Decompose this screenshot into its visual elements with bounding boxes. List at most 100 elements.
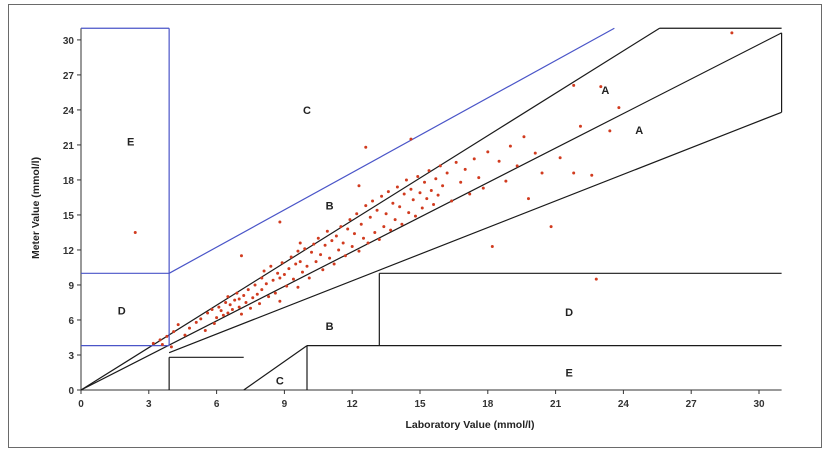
- zone-label-a: A: [601, 85, 609, 97]
- data-point: [366, 241, 370, 245]
- data-point: [341, 241, 345, 245]
- x-tick-label: 0: [78, 399, 84, 410]
- data-point: [133, 230, 137, 234]
- data-point: [312, 242, 316, 246]
- x-tick-label: 18: [482, 399, 494, 410]
- data-point: [316, 236, 320, 240]
- data-point: [590, 173, 594, 177]
- data-point: [380, 194, 384, 198]
- data-point: [357, 184, 361, 188]
- y-tick-label: 6: [68, 316, 74, 327]
- data-point: [411, 198, 415, 202]
- data-point: [330, 239, 334, 243]
- data-point: [237, 305, 241, 309]
- data-point: [323, 243, 327, 247]
- data-point: [730, 31, 734, 35]
- data-point: [404, 178, 408, 182]
- x-tick-label: 15: [414, 399, 426, 410]
- tick-labels: 0 3 6 9 12 15 18 21 24 27 30 0 3 6 9 12 15 18 21 24 27 30: [63, 36, 765, 410]
- data-point: [434, 177, 438, 181]
- data-point: [375, 208, 379, 212]
- data-point: [357, 249, 361, 253]
- data-point: [350, 244, 354, 248]
- data-point: [215, 316, 219, 320]
- data-point: [425, 197, 429, 201]
- data-point: [389, 228, 393, 232]
- data-point: [303, 247, 307, 251]
- data-point: [183, 333, 187, 337]
- data-point: [407, 211, 411, 215]
- data-point: [280, 261, 284, 265]
- data-point: [319, 253, 323, 257]
- x-tick-label: 21: [550, 399, 562, 410]
- data-point: [165, 334, 169, 338]
- data-point: [289, 255, 293, 259]
- data-point: [294, 262, 298, 266]
- y-axis-title: Meter Value (mmol/l): [30, 157, 42, 259]
- data-point: [400, 222, 404, 226]
- data-point: [486, 150, 490, 154]
- data-point: [235, 291, 239, 295]
- data-point: [219, 309, 223, 313]
- data-point: [172, 330, 176, 334]
- zone-label-c: C: [303, 105, 311, 117]
- data-point: [409, 137, 413, 141]
- data-point: [244, 300, 248, 304]
- y-tick-label: 24: [63, 106, 75, 117]
- data-point: [393, 218, 397, 222]
- zone-label-b: B: [326, 201, 334, 213]
- data-point: [151, 341, 155, 345]
- data-point: [321, 268, 325, 272]
- data-point: [533, 151, 537, 155]
- x-tick-label: 6: [214, 399, 220, 410]
- x-tick-label: 24: [618, 399, 630, 410]
- data-point: [504, 179, 508, 183]
- y-tick-label: 18: [63, 176, 75, 187]
- data-point: [441, 184, 445, 188]
- data-point: [497, 159, 501, 163]
- y-tick-label: 3: [68, 351, 74, 362]
- zone-label-a: A: [635, 125, 643, 137]
- zone-c-lower-diagonal: [243, 345, 308, 391]
- data-point: [540, 171, 544, 175]
- zone-a-lower-line: [168, 111, 782, 354]
- data-point: [298, 241, 302, 245]
- data-point: [432, 202, 436, 206]
- data-point: [549, 225, 553, 229]
- y-tick-label: 0: [68, 386, 74, 397]
- data-point: [278, 276, 282, 280]
- zone-label-e: E: [565, 367, 572, 379]
- y-tick-label: 21: [63, 141, 75, 152]
- data-point: [287, 267, 291, 271]
- data-point: [251, 296, 255, 300]
- x-axis-title: Laboratory Value (mmol/l): [406, 419, 535, 431]
- data-points: [133, 31, 734, 349]
- data-point: [445, 171, 449, 175]
- data-point: [249, 306, 252, 310]
- data-point: [314, 260, 318, 264]
- data-point: [203, 328, 207, 332]
- zone-a-upper-line: [80, 27, 660, 391]
- data-point: [253, 283, 257, 287]
- data-point: [239, 312, 243, 316]
- data-point: [468, 192, 472, 196]
- data-point: [264, 282, 268, 286]
- x-tick-label: 12: [347, 399, 359, 410]
- data-point: [228, 303, 232, 307]
- data-point: [599, 85, 603, 89]
- data-point: [420, 206, 424, 210]
- data-point: [371, 199, 375, 203]
- data-point: [260, 276, 264, 280]
- data-point: [364, 204, 368, 208]
- data-point: [508, 144, 512, 148]
- x-tick-label: 27: [686, 399, 698, 410]
- data-point: [210, 307, 214, 311]
- zone-c-upper-line: [168, 27, 615, 274]
- data-point: [194, 320, 198, 324]
- identity-line: [80, 32, 782, 391]
- data-point: [481, 186, 485, 190]
- data-point: [355, 212, 359, 216]
- data-point: [237, 297, 241, 301]
- data-point: [206, 311, 210, 315]
